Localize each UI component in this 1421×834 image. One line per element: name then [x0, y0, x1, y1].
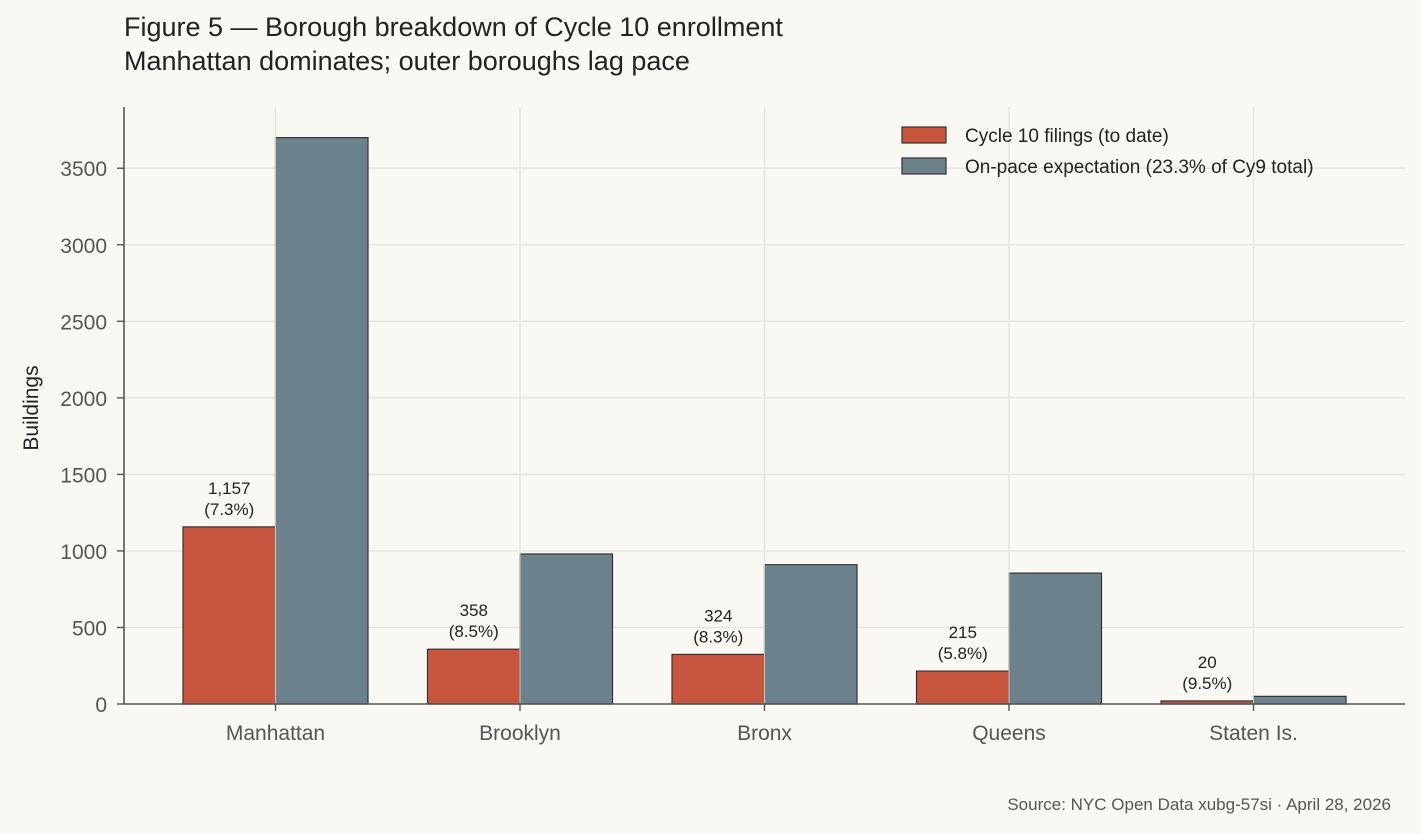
bar-expectation	[519, 553, 614, 705]
bar-filings	[426, 648, 521, 705]
y-tick-label: 2000	[60, 388, 107, 411]
y-tick-label: 1500	[60, 464, 107, 487]
legend-swatch-filings	[901, 126, 947, 144]
y-tick-label: 500	[72, 617, 107, 640]
source-note: Source: NYC Open Data xubg-57si · April …	[1007, 795, 1391, 814]
chart-title: Figure 5 — Borough breakdown of Cycle 10…	[124, 12, 783, 42]
data-label-percent: (8.3%)	[693, 627, 743, 646]
x-tick-label: Brooklyn	[479, 722, 561, 745]
data-label-value: 358	[460, 601, 488, 620]
x-tick-label: Queens	[972, 722, 1046, 745]
legend-label-filings: Cycle 10 filings (to date)	[965, 126, 1169, 147]
bar-filings	[182, 526, 277, 705]
data-label-value: 215	[949, 623, 977, 642]
chart-subtitle: Manhattan dominates; outer boroughs lag …	[124, 46, 690, 76]
x-tick-label: Bronx	[737, 722, 792, 745]
bar-expectation	[1252, 695, 1347, 705]
axes: 0 500 1000 1500 2000 2500 3000 3500 Manhattan Bro…	[60, 107, 1405, 745]
bar-expectation	[1008, 572, 1103, 705]
legend-label-expectation: On-pace expectation (23.3% of Cy9 total)	[965, 157, 1314, 178]
data-label-value: 20	[1198, 653, 1217, 672]
bars	[182, 107, 1347, 705]
data-labels: 1,157 (7.3%) 358 (8.5%) 324 (8.3%) 215 (5.8%) 20…	[204, 479, 1232, 693]
data-label-percent: (9.5%)	[1182, 674, 1232, 693]
bar-expectation	[274, 137, 369, 705]
data-label-value: 324	[704, 606, 732, 625]
y-tick-label: 2500	[60, 311, 107, 334]
data-label-percent: (7.3%)	[204, 500, 254, 519]
bar-filings	[915, 670, 1010, 705]
y-tick-label: 3000	[60, 235, 107, 258]
y-axis-label: Buildings	[20, 365, 43, 450]
legend: Cycle 10 filings (to date) On-pace expect…	[901, 126, 1314, 178]
bar-filings	[671, 653, 766, 705]
data-label-value: 1,157	[208, 479, 251, 498]
bar-expectation	[763, 564, 858, 705]
data-label-percent: (8.5%)	[449, 622, 499, 641]
data-label-percent: (5.8%)	[938, 644, 988, 663]
x-tick-label: Manhattan	[226, 722, 325, 745]
legend-swatch-expectation	[901, 157, 947, 175]
y-tick-label: 3500	[60, 158, 107, 181]
y-tick-label: 1000	[60, 541, 107, 564]
y-tick-label: 0	[95, 694, 107, 717]
x-tick-label: Staten Is.	[1209, 722, 1298, 745]
